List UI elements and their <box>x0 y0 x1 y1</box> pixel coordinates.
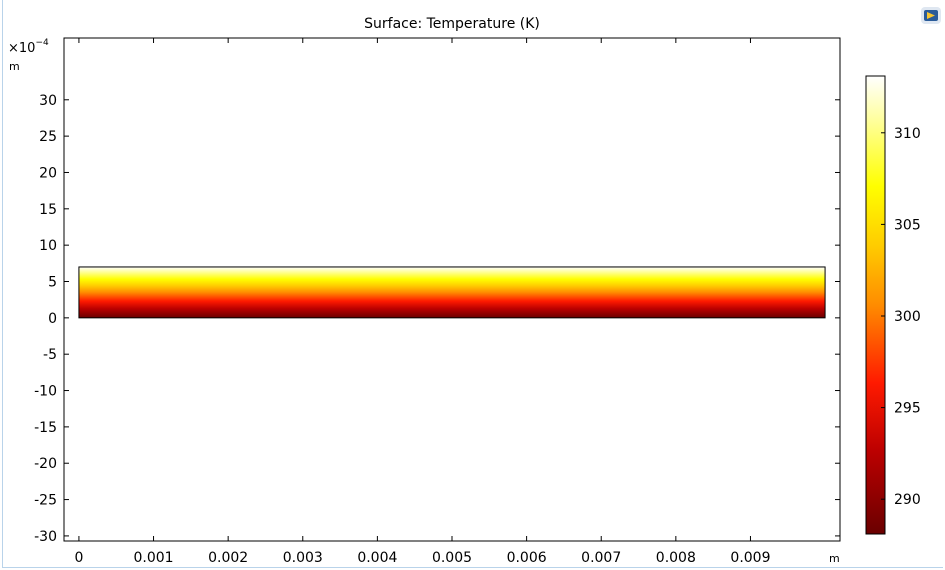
x-tick-label: 0.002 <box>208 550 248 566</box>
y-axis-multiplier: ×10−4 <box>8 38 49 56</box>
axis-ticks: 30 25 20 15 10 5 0 -5 -10 -15 -20 -25 -30 0 0.001 0.002… <box>34 38 840 566</box>
y-tick-label: 0 <box>48 311 57 327</box>
x-tick-label: 0.009 <box>730 550 770 566</box>
y-tick-label: -20 <box>34 456 57 472</box>
colorbar-tick-label: 290 <box>894 492 921 508</box>
x-tick-label: 0.003 <box>283 550 323 566</box>
colorbar-ticks: 290 295 300 305 310 <box>881 126 921 508</box>
y-tick-label: -25 <box>34 493 57 509</box>
colorbar <box>865 75 886 535</box>
y-tick-label: 10 <box>39 238 57 254</box>
x-tick-label: 0.006 <box>507 550 547 566</box>
frame-bottom-border <box>2 567 943 568</box>
y-tick-label: -30 <box>34 529 57 545</box>
chart-title: Surface: Temperature (K) <box>364 16 540 32</box>
y-tick-label: -5 <box>43 347 57 363</box>
y-tick-label: -15 <box>34 420 57 436</box>
x-tick-label: 0 <box>74 550 83 566</box>
x-tick-label: 0.008 <box>656 550 696 566</box>
y-axis-exponent: −4 <box>35 38 49 48</box>
colorbar-tick-label: 300 <box>894 309 921 325</box>
y-tick-label: 20 <box>39 165 57 181</box>
colorbar-tick-label: 295 <box>894 401 921 417</box>
y-tick-label: -10 <box>34 384 57 400</box>
x-tick-label: 0.005 <box>432 550 472 566</box>
colorbar-tick-label: 305 <box>894 217 921 233</box>
y-tick-label: 25 <box>39 129 57 145</box>
x-tick-label: 0.001 <box>133 550 173 566</box>
y-tick-label: 15 <box>39 202 57 218</box>
x-tick-label: 0.007 <box>581 550 621 566</box>
x-tick-label: 0.004 <box>357 550 397 566</box>
temperature-domain-surface <box>78 266 826 319</box>
colorbar-tick-label: 310 <box>894 126 921 142</box>
x-axis-unit: m <box>829 552 840 565</box>
frame-left-border <box>2 0 3 568</box>
y-axis-unit: m <box>9 60 20 73</box>
app-logo-icon <box>921 7 941 24</box>
y-tick-label: 5 <box>48 275 57 291</box>
y-tick-label: 30 <box>39 93 57 109</box>
